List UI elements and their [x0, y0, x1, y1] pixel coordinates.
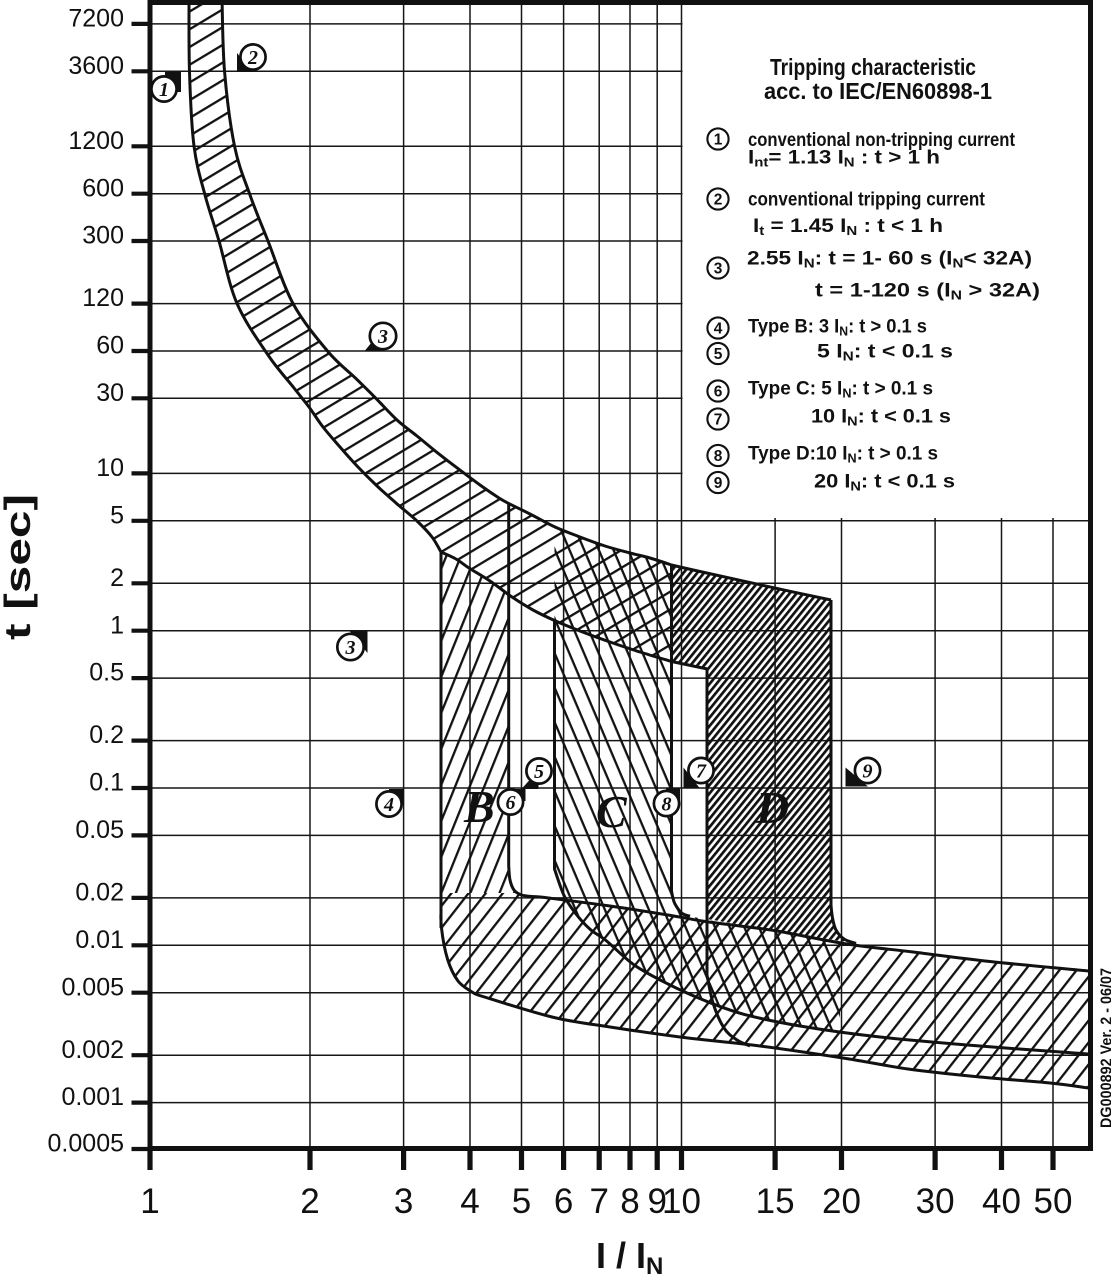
svg-text:1: 1 [110, 611, 124, 639]
svg-text:0.5: 0.5 [89, 659, 124, 687]
svg-text:4: 4 [383, 794, 394, 816]
svg-text:2: 2 [110, 564, 124, 592]
svg-text:t = 1-120 s (IN > 32A): t = 1-120 s (I N > 32A) [815, 280, 1040, 303]
svg-text:0.02: 0.02 [75, 879, 124, 907]
svg-text:10: 10 [662, 1182, 701, 1221]
svg-text:Type C: 5 IN: t > 0.1 s: Type C: 5 IN: t > 0.1 s [748, 378, 933, 401]
svg-text:600: 600 [82, 174, 124, 202]
svg-text:120: 120 [82, 284, 124, 312]
svg-text:Type B: 3 IN: t > 0.1 s: Type B: 3 IN: t > 0.1 s [748, 316, 927, 339]
svg-text:6: 6 [554, 1182, 573, 1221]
svg-text:1: 1 [159, 79, 169, 101]
svg-text:1: 1 [714, 131, 723, 148]
svg-text:5 IN: t < 0.1 s: 5 I N: t < 0.1 s [817, 341, 953, 364]
svg-text:5: 5 [512, 1182, 531, 1221]
svg-text:t [sec]: t [sec] [0, 494, 38, 640]
svg-text:7: 7 [696, 761, 707, 783]
svg-text:0.002: 0.002 [61, 1036, 124, 1064]
svg-text:0.0005: 0.0005 [48, 1130, 124, 1158]
svg-text:6: 6 [506, 792, 516, 814]
svg-text:3: 3 [377, 326, 388, 348]
svg-text:9: 9 [714, 475, 723, 492]
svg-text:C: C [596, 786, 628, 837]
svg-text:8: 8 [714, 448, 723, 465]
svg-text:0.01: 0.01 [75, 926, 124, 954]
svg-text:3600: 3600 [68, 52, 124, 80]
svg-text:3: 3 [345, 637, 356, 659]
svg-text:5: 5 [534, 761, 544, 783]
svg-text:20: 20 [822, 1182, 861, 1221]
svg-text:acc. to IEC/EN60898-1: acc. to IEC/EN60898-1 [764, 78, 992, 104]
svg-text:10 IN: t < 0.1 s: 10 I N: t < 0.1 s [811, 406, 951, 429]
svg-text:0.001: 0.001 [61, 1083, 124, 1111]
svg-text:Int= 1.13 IN : t > 1 h: Int= 1.13 IN : t > 1 h [748, 147, 940, 170]
svg-text:Type D:10 IN: t > 0.1 s: Type D:10 IN: t > 0.1 s [748, 442, 938, 465]
svg-text:8: 8 [620, 1182, 639, 1221]
svg-text:50: 50 [1034, 1182, 1073, 1221]
svg-text:It = 1.45 IN : t < 1 h: It = 1.45 IN : t < 1 h [753, 215, 943, 238]
svg-text:20 IN: t < 0.1 s: 20 I N: t < 0.1 s [814, 470, 955, 493]
svg-text:Tripping characteristic: Tripping characteristic [770, 54, 976, 80]
svg-text:4: 4 [714, 320, 723, 337]
svg-text:8: 8 [662, 794, 672, 816]
svg-text:B: B [463, 781, 495, 832]
svg-text:2.55 IN: t = 1- 60 s (IN< 32A): 2.55 I N: t = 1- 60 s (I N< 32A) [747, 248, 1032, 271]
svg-text:10: 10 [96, 454, 124, 482]
svg-text:2: 2 [714, 191, 723, 208]
svg-text:3: 3 [714, 260, 723, 277]
svg-text:4: 4 [460, 1182, 479, 1221]
svg-text:30: 30 [96, 379, 124, 407]
svg-text:0.005: 0.005 [61, 973, 124, 1001]
svg-text:2: 2 [300, 1182, 319, 1221]
svg-text:0.1: 0.1 [89, 769, 124, 797]
svg-text:40: 40 [982, 1182, 1021, 1221]
svg-text:3: 3 [394, 1182, 413, 1221]
svg-text:6: 6 [714, 383, 723, 400]
svg-text:7: 7 [589, 1182, 608, 1221]
svg-text:DG000892 Ver. 2 - 06/07: DG000892 Ver. 2 - 06/07 [1099, 968, 1111, 1128]
svg-text:15: 15 [756, 1182, 795, 1221]
svg-text:0.05: 0.05 [75, 816, 124, 844]
svg-text:I / IN: I / IN [596, 1235, 663, 1280]
svg-text:300: 300 [82, 222, 124, 250]
svg-text:7200: 7200 [68, 5, 124, 33]
svg-text:5: 5 [110, 501, 124, 529]
svg-text:9: 9 [863, 761, 873, 783]
svg-text:5: 5 [714, 346, 723, 363]
svg-text:1: 1 [140, 1182, 159, 1221]
svg-text:30: 30 [916, 1182, 955, 1221]
svg-text:2: 2 [247, 47, 258, 69]
svg-text:60: 60 [96, 332, 124, 360]
svg-text:1200: 1200 [68, 127, 124, 155]
svg-text:7: 7 [714, 411, 723, 428]
svg-text:0.2: 0.2 [89, 721, 124, 749]
svg-text:conventional non-tripping curr: conventional non-tripping current [748, 129, 1015, 151]
svg-text:9: 9 [647, 1182, 666, 1221]
svg-text:D: D [755, 782, 789, 833]
svg-text:conventional tripping current: conventional tripping current [748, 189, 985, 211]
